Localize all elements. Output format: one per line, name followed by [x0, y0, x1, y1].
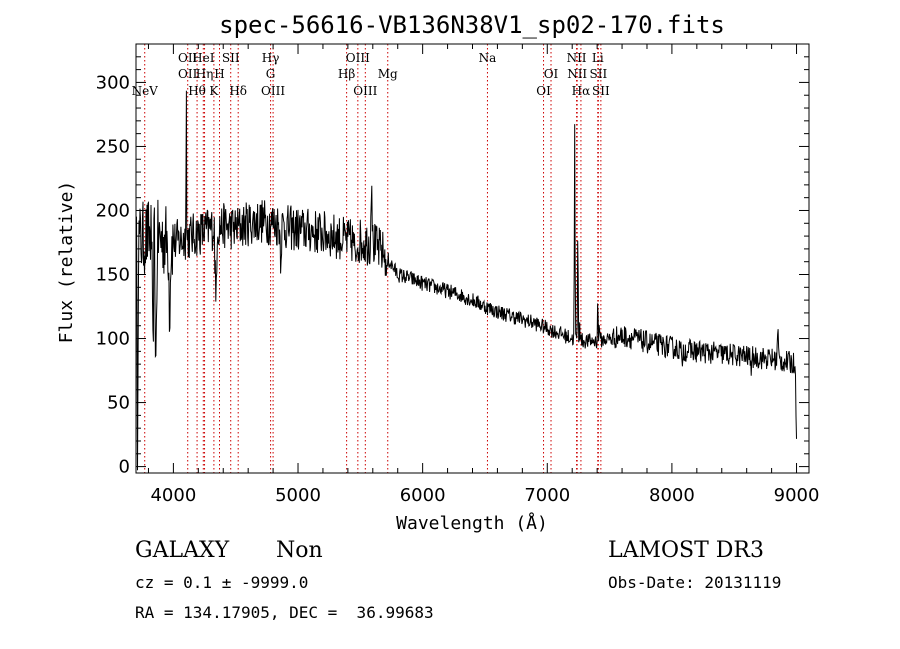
line-marker-label: Na [479, 51, 497, 65]
line-marker-label: OII [178, 51, 198, 65]
line-marker-label: OI [544, 67, 559, 81]
y-tick-label: 300 [96, 72, 130, 93]
x-axis-ticks: 4000 5000 6000 7000 8000 9000 [147, 44, 820, 506]
line-marker-label: Hα [572, 84, 591, 98]
object-class: GALAXY [135, 538, 230, 563]
x-axis-label: Wavelength (Å) [396, 512, 548, 534]
line-marker-label: Hβ [338, 67, 355, 81]
line-marker-label: SII [222, 51, 240, 65]
line-marker-label: SII [592, 84, 610, 98]
emission-line-labels: NeV OII OII Hθ HeI Hη KH SII Hδ Hγ G OIII Hβ OIII OIII… [132, 51, 610, 98]
x-tick-label: 4000 [150, 485, 196, 506]
line-marker-label: Hγ [262, 51, 280, 65]
line-marker-label: NII [567, 51, 587, 65]
line-marker-label: OIII [353, 84, 377, 98]
line-marker-label: NeV [132, 84, 159, 98]
y-tick-label: 200 [96, 200, 130, 221]
line-marker-label: Hθ [188, 84, 206, 98]
line-marker-label: K [209, 84, 219, 98]
redshift-value: cz = 0.1 ± -9999.0 [135, 573, 309, 592]
line-marker-label: HeI [192, 51, 215, 65]
spectrum-line [135, 90, 797, 471]
survey-name: LAMOST DR3 [608, 538, 764, 563]
line-marker-label: G [266, 67, 276, 81]
x-tick-label: 9000 [774, 485, 820, 506]
line-marker-label: SII [590, 67, 608, 81]
line-marker-label: NII [567, 67, 587, 81]
line-marker-label: Hη [196, 67, 214, 81]
line-marker-label: Mg [378, 67, 398, 81]
y-tick-label: 150 [96, 265, 130, 286]
line-marker-label: OII [178, 67, 198, 81]
y-tick-label: 50 [107, 393, 130, 414]
object-subclass: Non [276, 538, 323, 563]
line-marker-label: H [214, 67, 224, 81]
line-marker-label: Hδ [229, 84, 247, 98]
y-tick-label: 100 [96, 329, 130, 350]
x-tick-label: 8000 [649, 485, 695, 506]
observation-date: Obs-Date: 20131119 [608, 573, 782, 592]
line-marker-label: OIII [261, 84, 285, 98]
line-marker-label: OI [536, 84, 551, 98]
y-tick-label: 0 [119, 457, 130, 478]
emission-line-markers [144, 44, 602, 473]
chart-title: spec-56616-VB136N38V1_sp02-170.fits [219, 11, 725, 39]
x-tick-label: 5000 [275, 485, 321, 506]
y-axis-ticks: 0 50 100 150 200 250 300 [96, 56, 809, 478]
plot-frame [135, 43, 810, 474]
y-tick-label: 250 [96, 136, 130, 157]
x-tick-label: 6000 [400, 485, 446, 506]
coordinates: RA = 134.17905, DEC = 36.99683 [135, 603, 434, 622]
line-marker-label: Li [592, 51, 604, 65]
x-tick-label: 7000 [524, 485, 570, 506]
line-marker-label: OIII [346, 51, 370, 65]
y-axis-label: Flux (relative) [56, 181, 77, 344]
